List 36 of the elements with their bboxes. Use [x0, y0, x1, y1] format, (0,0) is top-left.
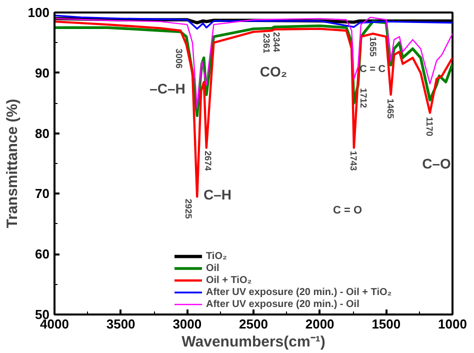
y-tick-label: 80: [35, 126, 50, 141]
x-axis-title: Wavenumbers(cm⁻¹): [182, 334, 326, 350]
legend-label: Oil + TiO₂: [206, 274, 252, 286]
line-series: [54, 14, 452, 30]
annotation: C = O: [332, 204, 362, 216]
annotation: 1465: [385, 98, 396, 119]
annotation: 1170: [424, 116, 434, 136]
annotation: –C–H: [150, 80, 186, 96]
legend-label: Oil: [206, 262, 220, 274]
annotation: 3006: [174, 48, 184, 69]
x-tick-label: 2000: [305, 316, 334, 332]
x-tick-label: 3500: [106, 316, 136, 332]
y-tick-label: 70: [35, 186, 50, 202]
y-tick-label: 100: [28, 5, 50, 20]
x-tick-label: 3000: [172, 316, 202, 332]
legend-label: After UV exposure (20 min.) - Oil: [206, 298, 360, 310]
y-axis-title: Transmittance (%): [4, 98, 21, 228]
annotation: C = C: [360, 64, 386, 75]
x-tick-label: 1500: [372, 316, 401, 332]
x-tick-label: 1000: [438, 316, 467, 332]
annotation: 2925: [184, 198, 194, 219]
annotation: 1712: [358, 88, 369, 108]
annotation: 1655: [368, 36, 378, 57]
x-tick-label: 2500: [239, 316, 268, 332]
legend-label: TiO₂: [206, 250, 227, 262]
annotation: 2674: [202, 150, 213, 171]
annotation: 1743: [348, 150, 358, 171]
annotation: 2344: [272, 32, 282, 52]
annotation: CO₂: [260, 64, 288, 80]
annotation: 2361: [261, 33, 272, 54]
y-tick-label: 60: [35, 246, 50, 262]
legend-label: After UV exposure (20 min.) - Oil + TiO₂: [206, 286, 392, 298]
y-tick-label: 90: [35, 65, 50, 80]
line-series: [54, 20, 452, 198]
annotation: C–O: [422, 156, 452, 172]
annotation: C–H: [203, 186, 232, 202]
